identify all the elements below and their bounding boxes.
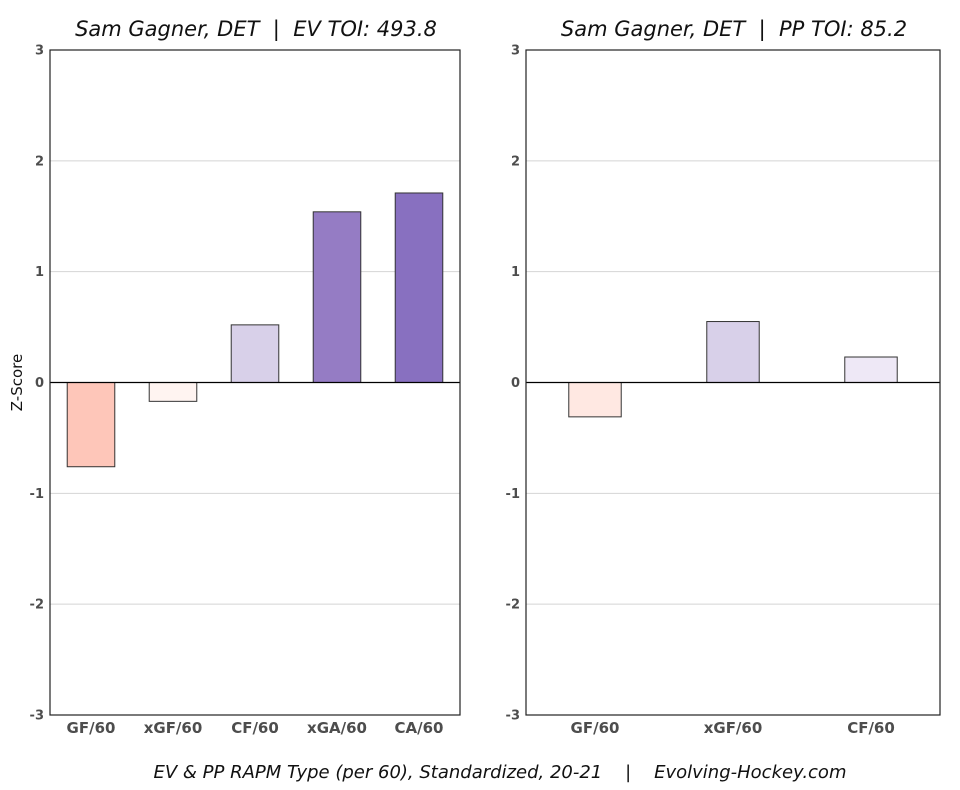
y-tick-label: -1: [506, 487, 520, 502]
x-tick-label: xGF/60: [144, 719, 203, 737]
plot-frame: [49, 49, 461, 716]
x-tick-label: xGA/60: [307, 719, 367, 737]
panel-1: -3 -2 -1 0 1 2 3 GF/60 xGF/60 CF/60 xGA/60 CA/60 Sam…: [8, 17, 461, 737]
bar-xga-60: [312, 211, 362, 383]
y-tick-label: -2: [30, 598, 44, 613]
bar-gf-60: [568, 382, 622, 418]
y-tick-label: -1: [30, 487, 44, 502]
panel-2: -3 -2 -1 0 1 2 3 GF/60 xGF/60 CF/60 Sam Gagner, DE…: [506, 17, 941, 737]
x-tick-label: xGF/60: [704, 719, 763, 737]
x-tick-label: GF/60: [571, 719, 620, 737]
x-tick-label: GF/60: [67, 719, 116, 737]
y-tick-label: 3: [35, 44, 44, 59]
bar-gf-60: [66, 382, 116, 468]
y-tick-label: -2: [506, 598, 520, 613]
bar-xgf-60: [148, 382, 198, 402]
bar-cf-60: [230, 324, 280, 384]
y-tick-label: 0: [35, 376, 44, 391]
y-tick-label: 1: [35, 265, 44, 280]
y-tick-label: 3: [511, 44, 520, 59]
plot-frame: [525, 49, 941, 716]
y-tick-label: -3: [30, 709, 44, 724]
x-tick-label: CF/60: [847, 719, 895, 737]
panel-title: Sam Gagner, DET | PP TOI: 85.2: [561, 17, 907, 42]
y-tick-label: 0: [511, 376, 520, 391]
y-tick-label: 2: [35, 154, 44, 169]
bar-cf-60: [844, 356, 898, 383]
x-tick-label: CA/60: [395, 719, 444, 737]
y-tick-label: 2: [511, 154, 520, 169]
y-axis-label: Z-Score: [8, 354, 26, 411]
x-tick-label: CF/60: [231, 719, 279, 737]
panel-title: Sam Gagner, DET | EV TOI: 493.8: [75, 17, 437, 42]
figure-caption: EV & PP RAPM Type (per 60), Standardized…: [154, 762, 847, 783]
bar-ca-60: [394, 192, 444, 383]
bar-xgf-60: [706, 321, 760, 383]
y-tick-label: -3: [506, 709, 520, 724]
y-tick-label: 1: [511, 265, 520, 280]
